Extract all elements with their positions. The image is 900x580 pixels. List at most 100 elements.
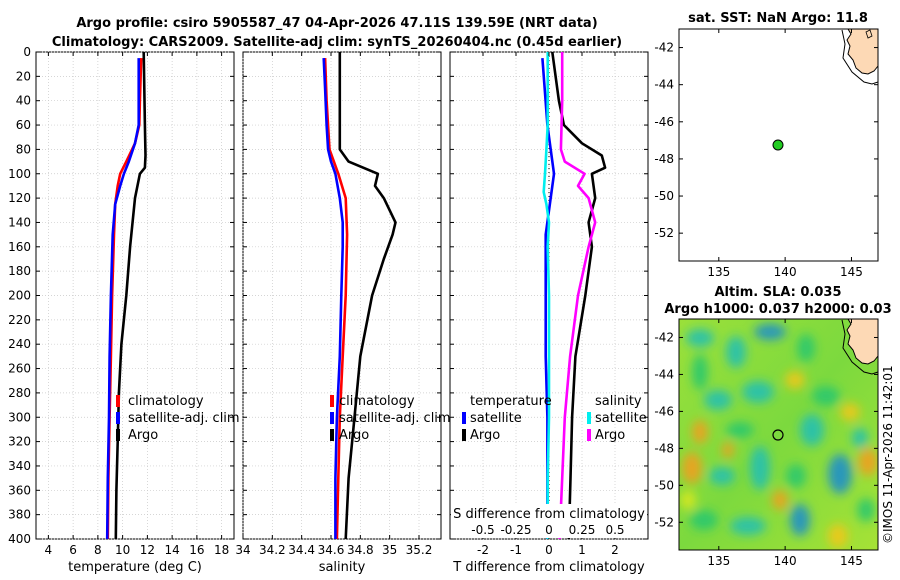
depth-tick-label: 400 [8,532,31,546]
x-tick-label: 18 [214,543,229,557]
x-tick-label: 34.2 [259,543,286,557]
sla-anomaly-blob [812,386,840,406]
temp-legend-swatch-climatology [116,395,120,407]
x-tick-label: 12 [140,543,155,557]
sla-anomaly-blob [785,371,805,389]
map-lat-label: -46 [654,115,674,129]
salinity-line-satellite-adj-clim [322,58,345,539]
map-lat-label: -42 [654,330,674,344]
sla-anomaly-blob [754,324,786,340]
sla-anomaly-blob [828,454,852,494]
sla-anomaly-blob [750,446,770,490]
sla-anomaly-blob [857,498,875,522]
temp-legend-satellite: satellite-adj. clim [128,411,240,426]
sst-map-title: sat. SST: NaN Argo: 11.8 [688,11,868,26]
temperature-line-satellite-adj-clim [105,58,140,539]
map-lat-label: -50 [654,478,674,492]
x-tick-label: 0 [545,543,553,557]
sla-anomaly-blobs [680,324,878,548]
map-lon-label: 145 [840,554,863,568]
s-tick-label: 0.5 [605,523,624,537]
depth-tick-label: 200 [8,289,31,303]
s-difference-label-bg [451,504,647,538]
sla-anomaly-blob [692,354,708,390]
difference-series-group [541,52,607,539]
map-lat-label: -46 [654,404,674,418]
sla-anomaly-blob [690,510,718,530]
map-lat-label: -52 [654,515,674,529]
sla-anomaly-blob [722,442,734,458]
sal-legend-argo: Argo [339,428,369,443]
figure-title-line1: Argo profile: csiro 5905587_47 04-Apr-20… [76,16,597,31]
sla-anomaly-blob [852,428,868,448]
depth-tick-label: 120 [8,191,31,205]
figure-title-line2: Climatology: CARS2009. Satellite-adj cli… [52,35,622,50]
depth-tick-label: 320 [8,435,31,449]
difference-line-temperature-argo [551,52,607,539]
sla-anomaly-blob [726,422,754,438]
sal-legend-swatch-climatology [330,395,334,407]
x-tick-label: 35.2 [406,543,433,557]
diff-legend-swatch-temp-satellite [462,412,466,424]
temp-legend-argo: Argo [128,428,158,443]
depth-tick-label: 140 [8,215,31,229]
x-tick-label: 8 [94,543,102,557]
sla-anomaly-blob [692,420,708,444]
map-lat-label: -42 [654,41,674,55]
depth-tick-label: 240 [8,337,31,351]
difference-line-salinity-satellite [542,52,551,539]
x-tick-label: -1 [510,543,522,557]
map-lon-label: 135 [707,554,730,568]
salinity-series-group [322,52,397,539]
temperature-xlabel: temperature (deg C) [68,560,202,575]
sla-field [679,319,878,550]
sal-legend-swatch-satellite [330,412,334,424]
depth-tick-label: 40 [16,94,31,108]
profile-series [105,52,607,539]
sla-anomaly-blob [790,504,810,536]
diff-legend-sal-satellite: satellite [595,411,647,426]
sst-island [865,29,873,39]
diff-legend-salinity-title: salinity [595,394,642,409]
depth-tick-label: 300 [8,410,31,424]
diff-legend-swatch-temp-argo [462,429,466,441]
x-tick-label: 4 [45,543,53,557]
x-tick-label: 35 [382,543,397,557]
sla-base [679,319,878,550]
difference-line-salinity-argo [558,52,597,539]
depth-tick-label: 180 [8,264,31,278]
s-difference-ticks: -0.5 -0.25 0 0.25 0.5 [471,523,624,537]
map-lon-label: 140 [774,265,797,279]
sla-anomaly-blob [800,414,824,446]
sal-legend-climatology: climatology [339,394,415,409]
difference-xlabel: T difference from climatology [452,560,645,575]
temp-legend-swatch-argo [116,429,120,441]
map-lon-label: 145 [840,265,863,279]
x-tick-label: 1 [578,543,586,557]
sla-map-frame [678,318,879,551]
x-tick-label: 6 [69,543,77,557]
depth-tick-label: 20 [16,69,31,83]
map-lat-label: -50 [654,189,674,203]
depth-tick-label: 260 [8,362,31,376]
depth-tick-label: 80 [16,142,31,156]
sla-axes: -42 -44 -46 -48 -50 -52 135 140 145 [654,319,878,568]
diff-legend-temperature-title: temperature [470,394,552,409]
sla-map-title-line1: Altim. SLA: 0.035 [715,285,842,300]
diff-legend-swatch-sal-argo [587,429,591,441]
x-tick-label: 10 [115,543,130,557]
sla-anomaly-blob [680,490,696,510]
depth-tick-label: 360 [8,483,31,497]
s-tick-label: 0 [545,523,553,537]
diff-legend-sal-argo: Argo [595,428,625,443]
diff-legend-swatch-sal-satellite [587,412,591,424]
salinity-line-argo [338,52,397,539]
x-tick-label: 14 [164,543,179,557]
s-tick-label: -0.25 [500,523,531,537]
sla-anomaly-blob [742,381,774,403]
sla-anomaly-blob [704,390,732,410]
diff-legend-temp-satellite: satellite [470,411,522,426]
imos-credit: ©IMOS 11-Apr-2026 11:42:01 [881,365,895,544]
sst-argo-marker [772,139,784,151]
depth-tick-label: 220 [8,313,31,327]
